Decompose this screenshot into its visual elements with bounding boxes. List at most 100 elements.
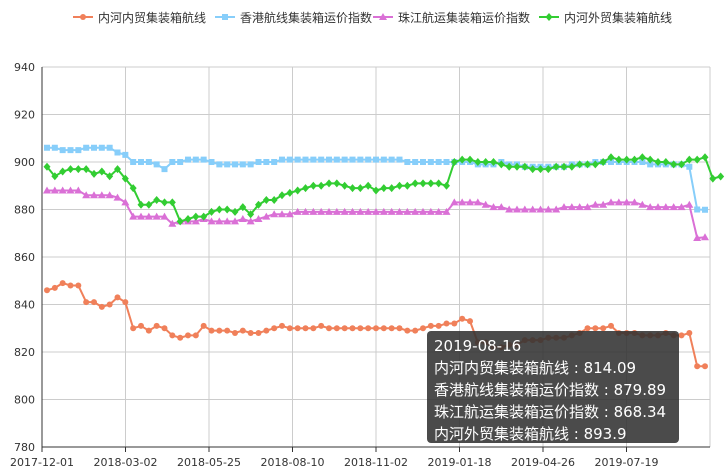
data-point <box>639 159 646 165</box>
y-tick-label: 780 <box>14 441 35 454</box>
data-point <box>215 205 223 214</box>
data-point <box>638 200 647 208</box>
data-point <box>686 330 693 336</box>
data-point <box>458 155 466 164</box>
data-point <box>544 205 553 213</box>
data-point <box>153 322 160 329</box>
data-point <box>278 191 286 200</box>
data-point <box>388 156 395 163</box>
data-point <box>97 191 106 199</box>
data-point <box>420 159 426 165</box>
data-point <box>98 303 105 310</box>
data-point <box>372 186 380 195</box>
data-point <box>294 186 302 195</box>
data-point <box>91 144 97 151</box>
data-point <box>450 198 459 206</box>
data-point <box>623 155 631 164</box>
data-point <box>349 325 356 332</box>
tooltip-line: 香港航线集装箱运价指数 : 879.89 <box>434 381 667 399</box>
data-point <box>357 325 364 332</box>
data-point <box>114 149 121 156</box>
data-point <box>333 325 340 332</box>
data-point <box>396 156 403 163</box>
data-point <box>255 159 262 165</box>
data-point <box>702 363 708 370</box>
data-point <box>223 205 231 214</box>
data-point <box>208 327 215 334</box>
data-point <box>254 215 263 222</box>
data-point <box>231 217 239 225</box>
data-point <box>607 198 615 206</box>
data-point <box>114 165 121 174</box>
data-point <box>709 174 717 183</box>
data-point <box>44 144 50 151</box>
data-point <box>435 322 442 329</box>
data-point <box>560 203 568 211</box>
data-point <box>106 172 114 181</box>
data-point <box>106 301 113 308</box>
data-point <box>701 153 709 162</box>
data-point <box>223 217 232 225</box>
data-point <box>403 181 411 190</box>
data-point <box>584 325 591 332</box>
data-point <box>427 159 434 165</box>
data-point <box>521 162 529 171</box>
data-point <box>646 203 655 211</box>
data-point <box>678 160 685 169</box>
data-point <box>591 200 600 208</box>
data-point <box>145 200 153 209</box>
data-point <box>44 287 50 294</box>
data-point <box>317 181 325 190</box>
data-point <box>702 206 708 213</box>
data-point <box>325 179 333 188</box>
data-point <box>349 156 356 163</box>
y-tick-label: 840 <box>14 299 35 312</box>
data-point <box>592 325 599 332</box>
legend-swatch-marker <box>545 13 553 21</box>
data-point <box>318 156 325 163</box>
data-point <box>137 200 145 209</box>
data-point <box>59 280 66 287</box>
x-tick-label: 2017-12-01 <box>10 456 74 469</box>
data-point <box>75 147 82 154</box>
tooltip: 2019-08-16 内河内贸集装箱航线 : 814.09 香港航线集装箱运价指… <box>427 331 679 443</box>
y-tick-label: 940 <box>14 61 35 74</box>
data-point <box>247 161 254 168</box>
data-point <box>247 210 255 219</box>
data-point <box>144 212 153 220</box>
x-tick-label: 2019-07-19 <box>595 456 659 469</box>
data-point <box>600 325 607 332</box>
x-tick-label: 2018-08-10 <box>261 456 325 469</box>
data-point <box>239 203 247 212</box>
data-point <box>91 299 97 306</box>
data-point <box>552 162 560 171</box>
data-point <box>701 233 709 241</box>
data-point <box>364 207 373 215</box>
data-point <box>302 156 309 163</box>
data-point <box>176 217 184 226</box>
data-point <box>309 181 317 190</box>
data-point <box>153 161 160 168</box>
data-point <box>232 161 238 168</box>
data-point <box>677 203 686 211</box>
data-point <box>427 179 435 188</box>
data-point <box>309 207 318 215</box>
legend-label: 香港航线集装箱运价指数 <box>240 10 372 25</box>
data-point <box>161 166 168 173</box>
data-point <box>584 160 591 169</box>
data-point <box>333 156 340 163</box>
data-point <box>161 198 168 207</box>
data-point <box>326 325 332 332</box>
data-point <box>638 153 646 162</box>
data-point <box>647 161 654 168</box>
legend[interactable]: 内河内贸集装箱航线 香港航线集装箱运价指数 珠江航运集装箱运价指数 内河外贸集装箱航线 <box>73 10 672 25</box>
data-point <box>51 144 58 151</box>
data-point <box>83 299 90 306</box>
data-point <box>490 158 497 166</box>
data-point <box>646 155 654 164</box>
data-point <box>177 334 184 341</box>
data-point <box>215 217 224 225</box>
data-point <box>138 322 144 329</box>
data-point <box>51 284 58 291</box>
